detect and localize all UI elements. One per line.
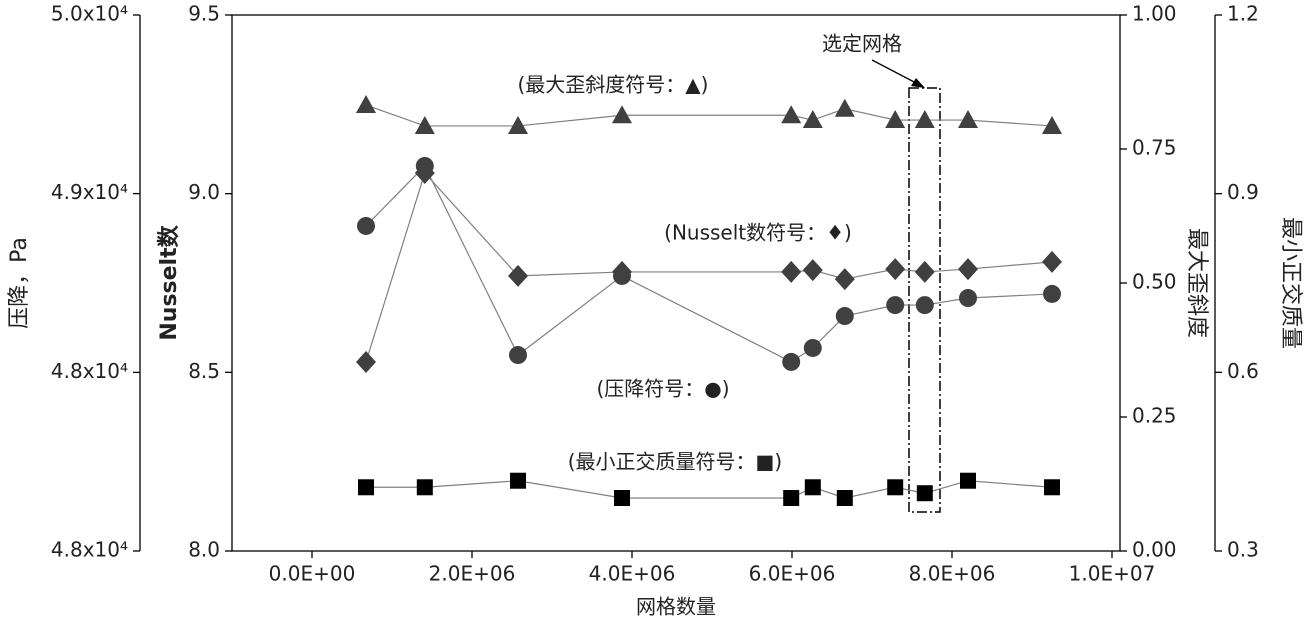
x-tick-label: 4.0E+06 bbox=[589, 562, 676, 586]
y4-tick-label: 0.6 bbox=[1227, 359, 1259, 383]
marker-diamond bbox=[885, 258, 906, 281]
marker-square bbox=[804, 479, 821, 496]
marker-diamond bbox=[356, 350, 376, 373]
marker-square bbox=[916, 485, 933, 502]
marker-square bbox=[614, 489, 630, 506]
y3-tick-label: 0.50 bbox=[1132, 270, 1177, 294]
y-axis-title: Nusselt数 bbox=[156, 224, 182, 340]
marker-triangle bbox=[781, 105, 802, 124]
y2-tick-label: 5.0x10⁴ bbox=[51, 2, 128, 26]
marker-circle bbox=[835, 307, 854, 326]
marker-triangle bbox=[612, 105, 632, 124]
y2-tick-label: 4.9x10⁴ bbox=[51, 180, 128, 204]
marker-triangle bbox=[356, 95, 376, 114]
x-tick-label: 0.0E+00 bbox=[269, 562, 356, 586]
marker-diamond bbox=[914, 260, 935, 283]
y-tick-label: 9.5 bbox=[188, 2, 220, 26]
marker-square bbox=[836, 489, 853, 506]
y4-axis-title: 最小正交质量 bbox=[1278, 217, 1303, 349]
y-tick-label: 8.0 bbox=[188, 538, 220, 562]
marker-circle bbox=[415, 156, 434, 175]
y2-tick-label: 4.8x10⁴ bbox=[51, 359, 128, 383]
marker-diamond bbox=[958, 258, 978, 281]
x-tick-label: 2.0E+06 bbox=[429, 562, 516, 586]
series-line bbox=[365, 104, 1053, 127]
y3-tick-label: 0.00 bbox=[1132, 538, 1177, 562]
marker-diamond bbox=[1042, 250, 1062, 273]
marker-square bbox=[960, 472, 976, 489]
marker-circle bbox=[782, 352, 801, 371]
annotation: (压降符号：●) bbox=[596, 377, 729, 401]
marker-circle bbox=[915, 296, 934, 315]
annotation: 选定网格 bbox=[822, 32, 902, 56]
marker-triangle bbox=[885, 110, 906, 129]
marker-square bbox=[358, 479, 374, 496]
marker-square bbox=[416, 479, 433, 496]
marker-triangle bbox=[834, 98, 855, 117]
selected-grid-box bbox=[908, 87, 941, 513]
arrow-line bbox=[871, 59, 919, 85]
marker-triangle bbox=[508, 115, 528, 134]
series-line bbox=[365, 164, 1053, 363]
y4-tick-label: 0.9 bbox=[1227, 180, 1259, 204]
marker-triangle bbox=[1042, 115, 1062, 134]
marker-diamond bbox=[802, 259, 823, 282]
marker-diamond bbox=[834, 268, 855, 291]
x-tick-label: 6.0E+06 bbox=[749, 562, 836, 586]
y3-axis-title: 最大歪斜度 bbox=[1184, 228, 1209, 338]
marker-diamond bbox=[781, 260, 802, 283]
marker-triangle bbox=[958, 110, 978, 129]
y-tick-label: 8.5 bbox=[188, 359, 220, 383]
marker-circle bbox=[613, 266, 631, 285]
marker-circle bbox=[1043, 284, 1061, 303]
y3-tick-label: 0.75 bbox=[1132, 136, 1177, 160]
arrow-head bbox=[911, 78, 925, 88]
marker-circle bbox=[959, 289, 977, 308]
y3-tick-label: 0.25 bbox=[1132, 404, 1177, 428]
y4-tick-label: 0.3 bbox=[1227, 538, 1259, 562]
y3-tick-label: 1.00 bbox=[1132, 2, 1177, 26]
marker-circle bbox=[357, 216, 375, 235]
x-tick-label: 8.0E+06 bbox=[909, 562, 996, 586]
y-tick-label: 9.0 bbox=[188, 180, 220, 204]
marker-diamond bbox=[508, 264, 528, 287]
marker-square bbox=[510, 472, 526, 489]
marker-triangle bbox=[414, 115, 435, 134]
marker-triangle bbox=[802, 110, 823, 129]
marker-triangle bbox=[914, 110, 935, 129]
marker-square bbox=[1044, 479, 1060, 496]
y2-tick-label: 4.8x10⁴ bbox=[51, 538, 128, 562]
marker-circle bbox=[509, 346, 527, 365]
marker-circle bbox=[886, 296, 905, 315]
annotation: (Nusselt数符号：♦) bbox=[664, 221, 852, 245]
marker-square bbox=[783, 489, 800, 506]
series-line bbox=[366, 480, 1053, 499]
x-tick-label: 1.0E+07 bbox=[1069, 562, 1156, 586]
y2-axis-title: 压降，Pa bbox=[7, 237, 32, 329]
annotation: (最大歪斜度符号：▲) bbox=[518, 73, 709, 97]
x-axis-title: 网格数量 bbox=[636, 595, 716, 619]
marker-circle bbox=[803, 338, 822, 357]
y4-tick-label: 1.2 bbox=[1227, 2, 1259, 26]
annotation: (最小正交质量符号：■) bbox=[568, 450, 783, 474]
marker-square bbox=[887, 479, 904, 496]
series-line bbox=[365, 171, 1053, 363]
